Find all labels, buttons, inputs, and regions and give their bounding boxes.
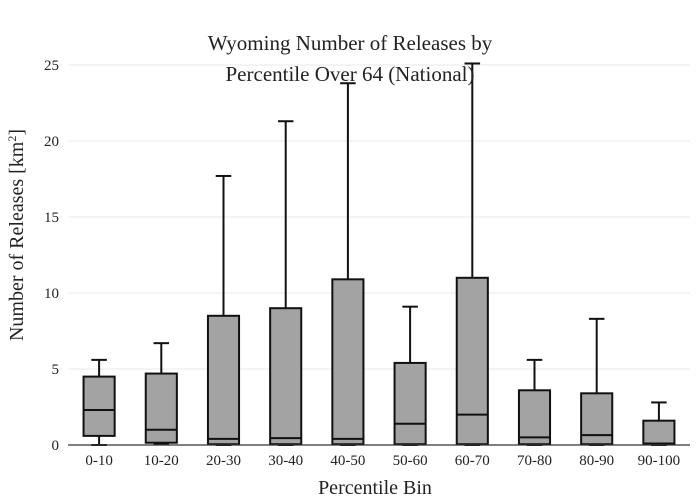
y-axis-title-superscript: 2 (5, 136, 19, 142)
chart-title-line-2: Percentile Over 64 (National) (226, 62, 475, 86)
box-series (82, 62, 676, 446)
x-tick-label: 80-90 (579, 453, 614, 469)
x-tick-label: 50-60 (393, 453, 428, 469)
box-body (82, 375, 116, 437)
x-axis-ticks: 0-10 10-20 20-30 30-40 40-50 50-60 60-70 70-80 8… (85, 453, 680, 469)
box-10-20 (144, 342, 178, 445)
box-body (206, 314, 241, 446)
x-tick-label: 10-20 (144, 453, 179, 469)
x-axis-title: Percentile Bin (318, 477, 432, 499)
box-body (331, 278, 365, 446)
y-axis-title-main: Number of Releases [km (6, 141, 28, 341)
y-axis-title: Number of Releases [km2] (5, 129, 28, 341)
box-body (580, 392, 614, 446)
x-tick-label: 20-30 (206, 453, 241, 469)
x-tick-label: 70-80 (517, 453, 552, 469)
box-40-50 (331, 82, 365, 446)
x-tick-label: 60-70 (455, 453, 490, 469)
y-axis-title-close: ] (6, 129, 28, 136)
box-70-80 (517, 358, 552, 446)
gridlines (68, 64, 690, 370)
box-60-70 (455, 62, 489, 446)
box-80-90 (580, 317, 614, 446)
box-50-60 (393, 305, 427, 446)
box-body (144, 372, 178, 444)
box-30-40 (269, 120, 303, 446)
y-tick-label: 15 (44, 210, 59, 226)
box-body (393, 361, 427, 446)
x-tick-label: 30-40 (268, 453, 303, 469)
box-body (455, 276, 489, 446)
chart-title-line-1: Wyoming Number of Releases by (208, 31, 493, 55)
y-tick-label: 20 (44, 134, 59, 150)
box-0-10 (82, 358, 116, 446)
box-20-30 (206, 174, 241, 446)
y-tick-label: 25 (44, 58, 59, 74)
y-axis-ticks: 0 5 10 15 20 25 (44, 58, 59, 454)
x-tick-label: 40-50 (330, 453, 365, 469)
box-body (269, 307, 303, 446)
y-tick-label: 5 (52, 362, 60, 378)
y-tick-label: 10 (44, 286, 59, 302)
box-90-100 (642, 401, 676, 446)
x-tick-label: 0-10 (85, 453, 113, 469)
box-body (517, 389, 552, 446)
box-body (642, 419, 676, 446)
x-tick-label: 90-100 (638, 453, 681, 469)
y-tick-label: 0 (52, 438, 60, 454)
